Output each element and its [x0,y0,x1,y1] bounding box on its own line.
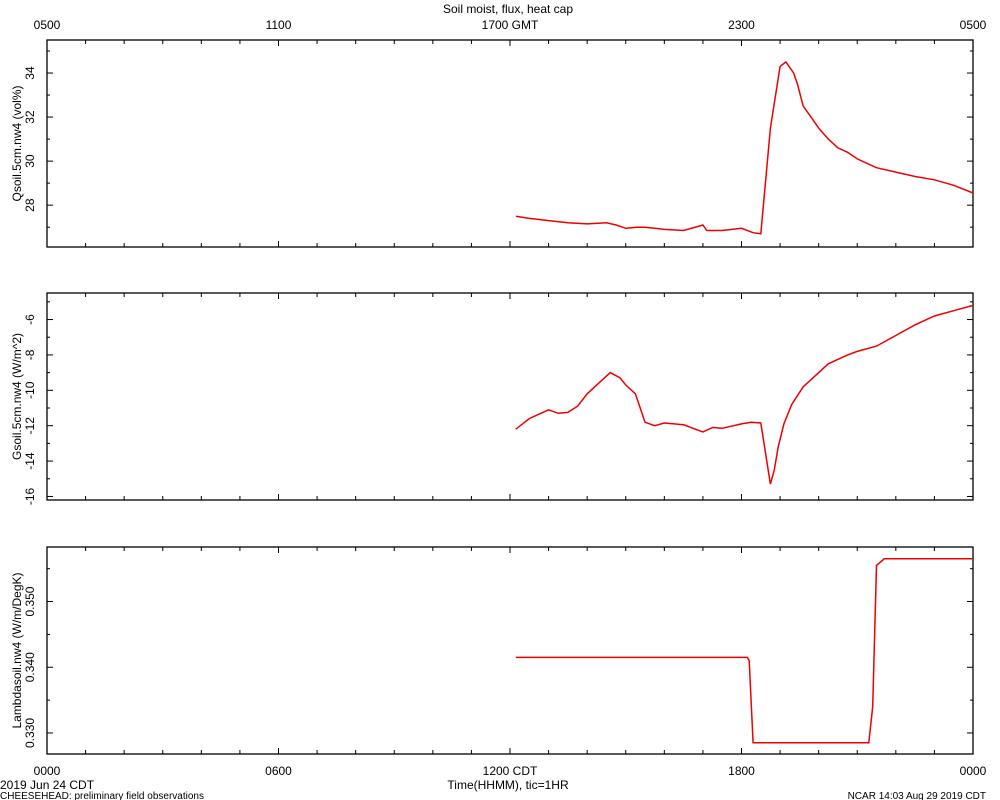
footer-credit: NCAR 14:03 Aug 29 2019 CDT [848,791,986,800]
top-tick-label: 1700 GMT [482,18,539,32]
y-tick-label: -6 [23,314,37,325]
y-tick-label: 30 [23,154,37,168]
top-tick-label: 0500 [34,18,61,32]
x-axis-label: Time(HHMM), tic=1HR [447,778,569,792]
y-tick-label: -10 [23,381,37,399]
y-tick-label: 34 [23,66,37,80]
top-tick-label: 1100 [266,18,292,32]
y-tick-label: -16 [23,487,37,505]
chart-title: Soil moist, flux, heat cap [443,2,573,16]
panel-frame [46,292,974,501]
y-tick-label: -12 [23,417,37,435]
panel-2: -6 -8 -10 -12 -14 -16 Gsoil.5cm.nw4 (W/m^2) [10,292,974,505]
series-line [515,558,973,744]
top-tick-label: 0500 [960,18,987,32]
y-tick-label: -8 [23,349,37,360]
top-axis-labels: 0500 1100 1700 GMT 2300 0500 [34,18,987,32]
series-line [515,304,974,485]
y-axis-label: Qsoil.5cm.nw4 (vol%) [10,85,24,201]
panel-frame [46,546,974,755]
footer-project: CHEESEHEAD: preliminary field observatio… [0,791,204,800]
y-axis-label: Lambdasoil.nw4 (W/m/DegK) [10,572,24,728]
y-tick-label: 28 [23,198,37,212]
y-tick-label: 0.330 [23,718,37,748]
bottom-tick-label: 0000 [960,764,987,778]
footer-date: 2019 Jun 24 CDT [0,778,95,792]
y-tick-label: 0.340 [23,652,37,682]
panel-1: 28 30 32 34 Qsoil.5cm.nw4 (vol%) [10,39,974,248]
y-tick-label: -14 [23,452,37,470]
y-axis-label: Gsoil.5cm.nw4 (W/m^2) [10,333,24,460]
bottom-tick-label: 1200 CDT [483,764,538,778]
bottom-tick-label: 0600 [265,764,292,778]
bottom-tick-label: 1800 [728,764,755,778]
series-line [515,60,974,235]
bottom-axis-labels: 0000 0600 1200 CDT 1800 0000 [34,764,987,778]
y-tick-label: 0.350 [23,586,37,616]
y-tick-label: 32 [23,110,37,124]
top-tick-label: 2300 [728,18,755,32]
bottom-tick-label: 0000 [34,764,61,778]
chart-panels: 28 30 32 34 Qsoil.5cm.nw4 (vol%) -6 -8 -10 -12 -1… [10,39,974,755]
